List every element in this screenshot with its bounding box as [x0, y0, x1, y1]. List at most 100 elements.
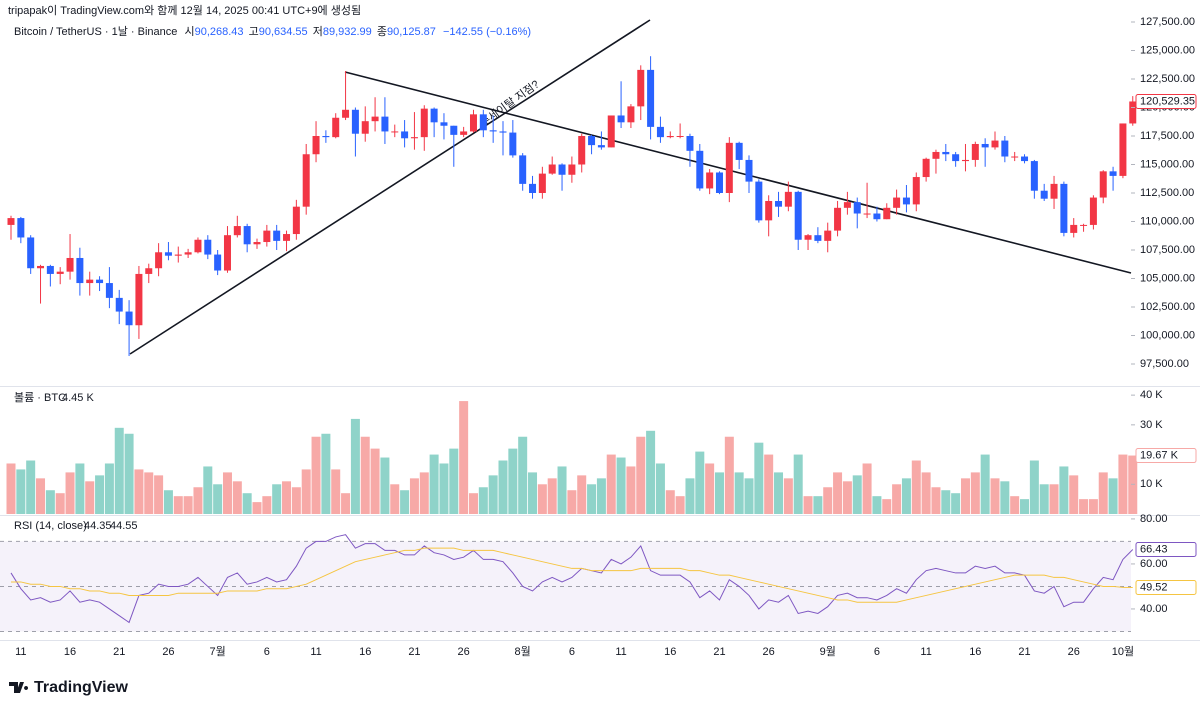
- volume-bar: [842, 481, 852, 514]
- candle-body: [469, 114, 477, 132]
- volume-bar: [882, 499, 892, 514]
- candle-body: [814, 235, 822, 241]
- volume-bar: [921, 472, 931, 514]
- y-tick-label: 10 K: [1140, 478, 1163, 490]
- volume-bar: [1118, 454, 1128, 514]
- ohlc-label: 종: [377, 26, 387, 38]
- candle-body: [361, 121, 369, 134]
- ohlc-value: 89,932.99: [323, 26, 372, 38]
- candle-body: [86, 279, 94, 284]
- volume-bar: [646, 430, 656, 514]
- volume-bar: [901, 478, 911, 514]
- volume-bar: [478, 487, 488, 514]
- candle-body: [125, 311, 133, 326]
- volume-bar: [1049, 484, 1059, 514]
- volume-bar: [1059, 466, 1069, 514]
- volume-bar: [695, 451, 705, 514]
- candle-body: [499, 131, 507, 133]
- volume-bar: [1010, 496, 1020, 514]
- volume-bar: [547, 478, 557, 514]
- volume-bar: [744, 478, 754, 514]
- candle-body: [784, 191, 792, 207]
- volume-bar: [1098, 472, 1108, 514]
- candle-body: [735, 142, 743, 160]
- volume-bar: [222, 472, 232, 514]
- candle-body: [214, 254, 222, 271]
- y-tick-label: 112,500.00: [1140, 187, 1194, 199]
- candle-body: [843, 202, 851, 208]
- candle-body: [1050, 183, 1058, 199]
- credit: tripapak이 TradingView.com와 함께 12월 14, 20…: [8, 4, 361, 17]
- y-tick-label: 102,500.00: [1140, 301, 1195, 313]
- candle-body: [56, 271, 64, 274]
- candle-body: [17, 218, 25, 238]
- logo: TradingView: [9, 679, 129, 696]
- candle-body: [460, 131, 468, 135]
- candle-body: [666, 136, 674, 138]
- x-tick-label: 16: [664, 646, 676, 658]
- volume-bar: [528, 472, 538, 514]
- candle-body: [450, 125, 458, 135]
- volume-bar: [596, 478, 606, 514]
- volume-bar: [65, 472, 75, 514]
- volume-bar: [931, 487, 941, 514]
- volume-bar: [36, 478, 46, 514]
- volume-bar: [1029, 460, 1039, 514]
- volume-bar: [1000, 481, 1010, 514]
- candle-body: [253, 242, 261, 245]
- candle-body: [912, 177, 920, 205]
- volume-bar: [55, 493, 65, 514]
- ohlc-label: 고: [249, 26, 259, 38]
- volume-bar: [134, 469, 144, 514]
- candle-body: [410, 137, 418, 139]
- volume-bar: [154, 475, 164, 514]
- candle-body: [902, 197, 910, 205]
- volume-bar: [75, 463, 85, 514]
- candle-body: [1030, 161, 1038, 191]
- volume-bar: [754, 442, 764, 514]
- volume-bar: [892, 484, 902, 514]
- candle-body: [135, 273, 143, 326]
- candle-body: [46, 265, 54, 274]
- x-tick-label: 21: [113, 646, 125, 658]
- volume-bar: [724, 436, 734, 514]
- pane-value: 44.35: [84, 520, 112, 532]
- candle-body: [745, 159, 753, 182]
- candle-body: [1080, 224, 1088, 226]
- candle-body: [273, 230, 281, 241]
- candle-body: [1119, 123, 1127, 176]
- volume-bar: [252, 502, 262, 514]
- legend-line: Bitcoin / TetherUS · 1날 · Binance 시90,26…: [14, 25, 531, 38]
- volume-bar: [626, 466, 636, 514]
- y-tick-label: 117,500.00: [1140, 130, 1194, 142]
- candle-body: [302, 154, 310, 207]
- candle-body: [312, 136, 320, 155]
- candle-body: [1011, 156, 1019, 158]
- y-tick-label: 60.00: [1140, 558, 1168, 570]
- y-tick-label: 80.00: [1140, 513, 1168, 525]
- candle-body: [292, 206, 300, 235]
- y-tick-label: 105,000.00: [1140, 272, 1195, 284]
- candle-body: [765, 200, 773, 221]
- y-tick-label: 110,000.00: [1140, 215, 1194, 227]
- candle-body: [715, 172, 723, 193]
- last-value-label: 120,529.35: [1140, 95, 1195, 107]
- candle-body: [578, 136, 586, 165]
- volume-bar: [468, 493, 478, 514]
- volume-bar: [193, 487, 203, 514]
- volume-bar: [429, 454, 439, 514]
- candle-body: [115, 297, 123, 312]
- volume-bar: [705, 463, 715, 514]
- volume-bar: [173, 496, 183, 514]
- volume-bar: [45, 490, 55, 514]
- candle-body: [853, 202, 861, 214]
- candle-body: [863, 213, 871, 215]
- volume-bar: [232, 481, 242, 514]
- volume-bar: [990, 478, 1000, 514]
- y-tick-label: 127,500.00: [1140, 16, 1195, 28]
- candle-body: [883, 207, 891, 220]
- x-tick-label: 9월: [820, 645, 836, 658]
- candle-body: [7, 218, 15, 225]
- x-tick-label: 16: [64, 646, 76, 658]
